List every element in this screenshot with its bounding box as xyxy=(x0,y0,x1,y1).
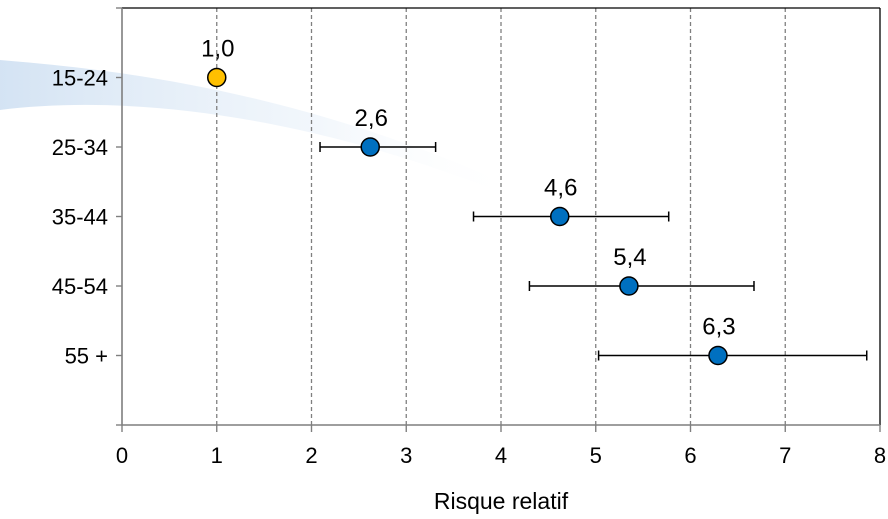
x-tick-label-8: 8 xyxy=(874,443,886,468)
x-tick-label-6: 6 xyxy=(684,443,696,468)
y-category-label: 15-24 xyxy=(52,66,108,91)
x-tick-label-4: 4 xyxy=(495,443,507,468)
data-label: 5,4 xyxy=(613,244,646,271)
y-category-label: 35-44 xyxy=(52,205,108,230)
x-tick-label-1: 1 xyxy=(211,443,223,468)
data-label: 2,6 xyxy=(355,105,388,132)
x-tick-label-0: 0 xyxy=(116,443,128,468)
reference-point xyxy=(207,67,227,88)
data-point xyxy=(708,345,728,366)
y-category-label: 25-34 xyxy=(52,135,108,160)
data-point xyxy=(619,276,639,296)
y-category-label: 55 + xyxy=(65,344,108,369)
x-tick-label-5: 5 xyxy=(590,443,602,468)
x-tick-label-2: 2 xyxy=(305,443,317,468)
background-swoosh xyxy=(0,60,520,200)
x-axis-title: Risque relatif xyxy=(434,488,569,514)
data-point xyxy=(549,206,570,227)
data-label: 4,6 xyxy=(544,175,577,202)
x-tick-label-3: 3 xyxy=(400,443,412,468)
data-label: 6,3 xyxy=(702,314,735,341)
data-label: 1,0 xyxy=(201,36,234,63)
x-tick-label-7: 7 xyxy=(779,443,791,468)
y-category-label: 45-54 xyxy=(52,274,108,299)
data-point xyxy=(360,137,380,157)
